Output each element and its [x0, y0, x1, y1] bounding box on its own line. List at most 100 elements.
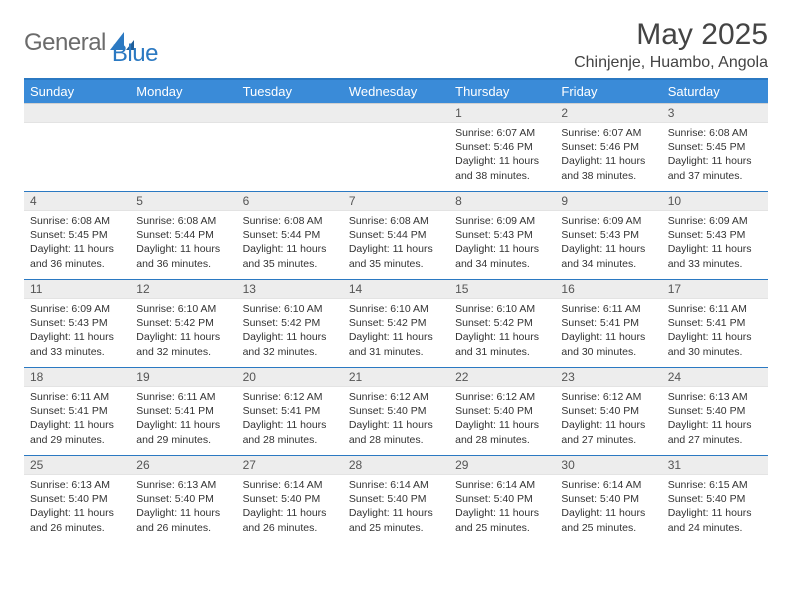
day-number: 6 — [237, 192, 343, 211]
day-body: Sunrise: 6:14 AMSunset: 5:40 PMDaylight:… — [237, 475, 343, 539]
day-number: 29 — [449, 456, 555, 475]
day-number: 12 — [130, 280, 236, 299]
day-number: 18 — [24, 368, 130, 387]
calendar-day-cell — [24, 104, 130, 192]
sunset-line: Sunset: 5:43 PM — [30, 316, 124, 330]
calendar-week-row: 1Sunrise: 6:07 AMSunset: 5:46 PMDaylight… — [24, 104, 768, 192]
day-number: 11 — [24, 280, 130, 299]
daylight-line: Daylight: 11 hours and 37 minutes. — [668, 154, 762, 182]
sunset-line: Sunset: 5:40 PM — [561, 492, 655, 506]
day-number: 7 — [343, 192, 449, 211]
sunrise-line: Sunrise: 6:11 AM — [668, 302, 762, 316]
day-body: Sunrise: 6:14 AMSunset: 5:40 PMDaylight:… — [555, 475, 661, 539]
day-body: Sunrise: 6:08 AMSunset: 5:44 PMDaylight:… — [343, 211, 449, 275]
day-number: 26 — [130, 456, 236, 475]
calendar-day-cell: 20Sunrise: 6:12 AMSunset: 5:41 PMDayligh… — [237, 368, 343, 456]
daylight-line: Daylight: 11 hours and 27 minutes. — [561, 418, 655, 446]
daylight-line: Daylight: 11 hours and 38 minutes. — [455, 154, 549, 182]
day-number: 8 — [449, 192, 555, 211]
sunset-line: Sunset: 5:46 PM — [455, 140, 549, 154]
calendar-day-cell: 6Sunrise: 6:08 AMSunset: 5:44 PMDaylight… — [237, 192, 343, 280]
day-body: Sunrise: 6:12 AMSunset: 5:40 PMDaylight:… — [449, 387, 555, 451]
day-body: Sunrise: 6:11 AMSunset: 5:41 PMDaylight:… — [555, 299, 661, 363]
day-number: 14 — [343, 280, 449, 299]
day-body: Sunrise: 6:11 AMSunset: 5:41 PMDaylight:… — [662, 299, 768, 363]
weekday-header: Tuesday — [237, 79, 343, 104]
sunset-line: Sunset: 5:40 PM — [561, 404, 655, 418]
daylight-line: Daylight: 11 hours and 30 minutes. — [561, 330, 655, 358]
day-body: Sunrise: 6:12 AMSunset: 5:41 PMDaylight:… — [237, 387, 343, 451]
day-body: Sunrise: 6:13 AMSunset: 5:40 PMDaylight:… — [130, 475, 236, 539]
day-number: 3 — [662, 104, 768, 123]
calendar-day-cell: 4Sunrise: 6:08 AMSunset: 5:45 PMDaylight… — [24, 192, 130, 280]
calendar-day-cell: 2Sunrise: 6:07 AMSunset: 5:46 PMDaylight… — [555, 104, 661, 192]
sunset-line: Sunset: 5:40 PM — [668, 404, 762, 418]
daylight-line: Daylight: 11 hours and 28 minutes. — [243, 418, 337, 446]
calendar-day-cell — [343, 104, 449, 192]
day-body: Sunrise: 6:09 AMSunset: 5:43 PMDaylight:… — [449, 211, 555, 275]
daylight-line: Daylight: 11 hours and 25 minutes. — [455, 506, 549, 534]
sunset-line: Sunset: 5:41 PM — [561, 316, 655, 330]
calendar-body: 1Sunrise: 6:07 AMSunset: 5:46 PMDaylight… — [24, 104, 768, 544]
sunrise-line: Sunrise: 6:12 AM — [561, 390, 655, 404]
day-number: 1 — [449, 104, 555, 123]
day-number — [237, 104, 343, 123]
daylight-line: Daylight: 11 hours and 26 minutes. — [136, 506, 230, 534]
sunset-line: Sunset: 5:44 PM — [349, 228, 443, 242]
calendar-week-row: 18Sunrise: 6:11 AMSunset: 5:41 PMDayligh… — [24, 368, 768, 456]
day-body: Sunrise: 6:09 AMSunset: 5:43 PMDaylight:… — [662, 211, 768, 275]
sunrise-line: Sunrise: 6:11 AM — [136, 390, 230, 404]
sunrise-line: Sunrise: 6:07 AM — [561, 126, 655, 140]
calendar-day-cell: 31Sunrise: 6:15 AMSunset: 5:40 PMDayligh… — [662, 456, 768, 544]
calendar-day-cell: 25Sunrise: 6:13 AMSunset: 5:40 PMDayligh… — [24, 456, 130, 544]
sunrise-line: Sunrise: 6:08 AM — [136, 214, 230, 228]
sunrise-line: Sunrise: 6:13 AM — [30, 478, 124, 492]
sunset-line: Sunset: 5:41 PM — [30, 404, 124, 418]
calendar-day-cell: 11Sunrise: 6:09 AMSunset: 5:43 PMDayligh… — [24, 280, 130, 368]
day-body: Sunrise: 6:10 AMSunset: 5:42 PMDaylight:… — [237, 299, 343, 363]
calendar-day-cell — [237, 104, 343, 192]
calendar-day-cell: 28Sunrise: 6:14 AMSunset: 5:40 PMDayligh… — [343, 456, 449, 544]
calendar-day-cell: 10Sunrise: 6:09 AMSunset: 5:43 PMDayligh… — [662, 192, 768, 280]
sunset-line: Sunset: 5:40 PM — [243, 492, 337, 506]
day-body: Sunrise: 6:08 AMSunset: 5:44 PMDaylight:… — [237, 211, 343, 275]
day-body: Sunrise: 6:12 AMSunset: 5:40 PMDaylight:… — [555, 387, 661, 451]
sunset-line: Sunset: 5:40 PM — [349, 404, 443, 418]
day-number: 25 — [24, 456, 130, 475]
calendar-day-cell: 23Sunrise: 6:12 AMSunset: 5:40 PMDayligh… — [555, 368, 661, 456]
day-body: Sunrise: 6:13 AMSunset: 5:40 PMDaylight:… — [662, 387, 768, 451]
calendar-day-cell: 1Sunrise: 6:07 AMSunset: 5:46 PMDaylight… — [449, 104, 555, 192]
sunrise-line: Sunrise: 6:08 AM — [30, 214, 124, 228]
page-header: General Blue May 2025 Chinjenje, Huambo,… — [24, 18, 768, 72]
weekday-header: Thursday — [449, 79, 555, 104]
sunrise-line: Sunrise: 6:08 AM — [349, 214, 443, 228]
sunset-line: Sunset: 5:43 PM — [561, 228, 655, 242]
daylight-line: Daylight: 11 hours and 29 minutes. — [136, 418, 230, 446]
day-number: 31 — [662, 456, 768, 475]
calendar-day-cell: 18Sunrise: 6:11 AMSunset: 5:41 PMDayligh… — [24, 368, 130, 456]
day-number: 16 — [555, 280, 661, 299]
sunrise-line: Sunrise: 6:12 AM — [455, 390, 549, 404]
day-number: 24 — [662, 368, 768, 387]
day-body: Sunrise: 6:11 AMSunset: 5:41 PMDaylight:… — [24, 387, 130, 451]
sunset-line: Sunset: 5:44 PM — [136, 228, 230, 242]
day-number: 23 — [555, 368, 661, 387]
sunrise-line: Sunrise: 6:09 AM — [30, 302, 124, 316]
daylight-line: Daylight: 11 hours and 38 minutes. — [561, 154, 655, 182]
day-body: Sunrise: 6:10 AMSunset: 5:42 PMDaylight:… — [343, 299, 449, 363]
day-number: 10 — [662, 192, 768, 211]
day-body: Sunrise: 6:12 AMSunset: 5:40 PMDaylight:… — [343, 387, 449, 451]
day-body: Sunrise: 6:10 AMSunset: 5:42 PMDaylight:… — [449, 299, 555, 363]
sunrise-line: Sunrise: 6:08 AM — [243, 214, 337, 228]
sunrise-line: Sunrise: 6:13 AM — [136, 478, 230, 492]
calendar-week-row: 25Sunrise: 6:13 AMSunset: 5:40 PMDayligh… — [24, 456, 768, 544]
sunrise-line: Sunrise: 6:10 AM — [136, 302, 230, 316]
daylight-line: Daylight: 11 hours and 31 minutes. — [349, 330, 443, 358]
sunset-line: Sunset: 5:40 PM — [455, 492, 549, 506]
daylight-line: Daylight: 11 hours and 29 minutes. — [30, 418, 124, 446]
sunset-line: Sunset: 5:43 PM — [668, 228, 762, 242]
daylight-line: Daylight: 11 hours and 26 minutes. — [243, 506, 337, 534]
daylight-line: Daylight: 11 hours and 36 minutes. — [136, 242, 230, 270]
day-body: Sunrise: 6:07 AMSunset: 5:46 PMDaylight:… — [449, 123, 555, 187]
sunset-line: Sunset: 5:41 PM — [668, 316, 762, 330]
